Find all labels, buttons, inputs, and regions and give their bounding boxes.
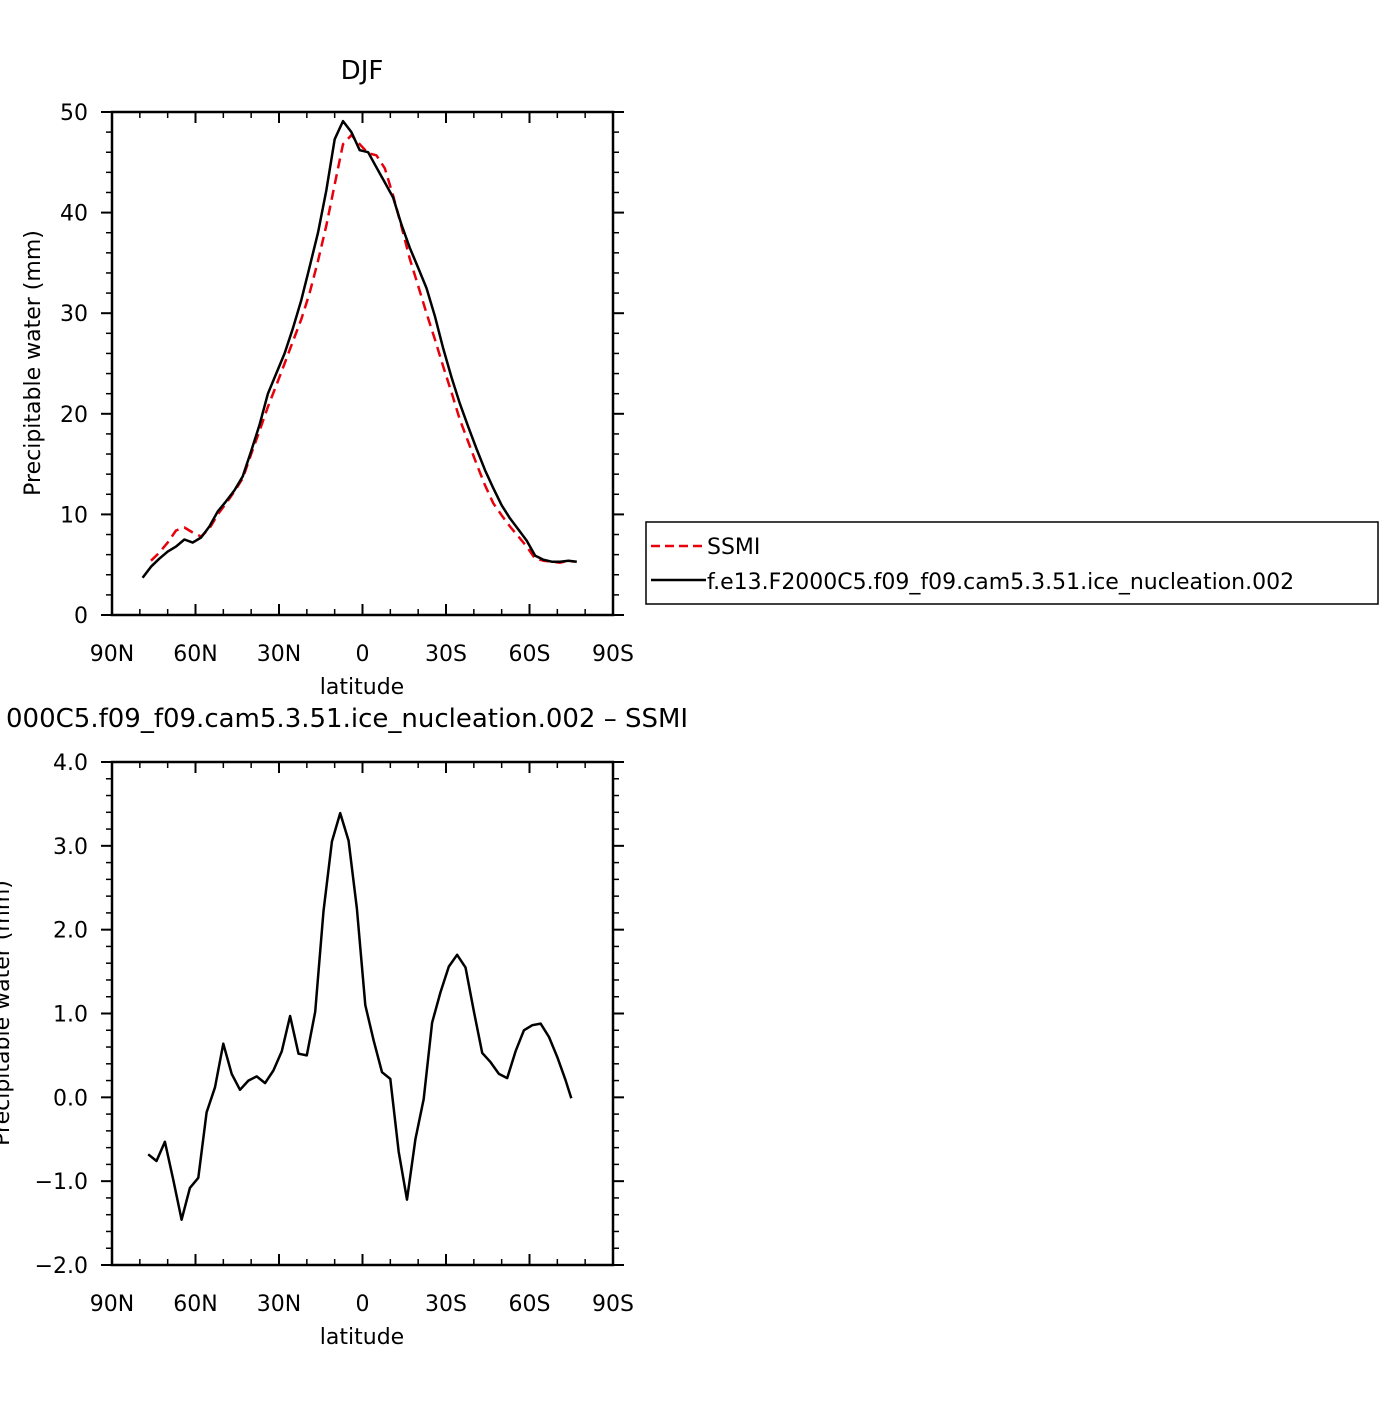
panel-top-xlabel: latitude bbox=[320, 675, 404, 700]
y-tick-label: 0.0 bbox=[53, 1086, 88, 1111]
y-tick-label: 40 bbox=[60, 202, 88, 227]
x-tick-label: 30S bbox=[425, 1292, 467, 1317]
plot-frame bbox=[110, 760, 615, 1267]
y-tick-label: −2.0 bbox=[35, 1254, 88, 1279]
y-tick-label: 10 bbox=[60, 503, 88, 528]
legend-label-model: f.e13.F2000C5.f09_f09.cam5.3.51.ice_nucl… bbox=[707, 570, 1294, 595]
x-tick-label: 30N bbox=[257, 642, 301, 667]
x-tick-label: 90N bbox=[90, 642, 134, 667]
panel-bottom-title: 000C5.f09_f09.cam5.3.51.ice_nucleation.0… bbox=[6, 704, 688, 734]
series-line-0 bbox=[147, 811, 573, 1221]
panel-bottom-ylabel: Precipitable water (mm) bbox=[0, 880, 15, 1146]
y-tick-label: 4.0 bbox=[53, 751, 88, 776]
x-tick-label: 90N bbox=[90, 1292, 134, 1317]
y-tick-label: 3.0 bbox=[53, 835, 88, 860]
x-tick-label: 90S bbox=[592, 1292, 634, 1317]
x-tick-label: 90S bbox=[592, 642, 634, 667]
x-tick-label: 0 bbox=[356, 642, 370, 667]
y-tick-label: 50 bbox=[60, 101, 88, 126]
y-tick-label: 0 bbox=[74, 604, 88, 629]
x-tick-label: 60S bbox=[509, 1292, 551, 1317]
y-tick-label: −1.0 bbox=[35, 1170, 88, 1195]
panel-top-title: DJF bbox=[341, 56, 384, 86]
x-tick-label: 30S bbox=[425, 642, 467, 667]
series-line-0 bbox=[150, 133, 575, 564]
x-tick-label: 60S bbox=[509, 642, 551, 667]
y-tick-label: 1.0 bbox=[53, 1003, 88, 1028]
y-tick-label: 2.0 bbox=[53, 919, 88, 944]
panel-top-ylabel: Precipitable water (mm) bbox=[21, 230, 46, 496]
x-tick-label: 0 bbox=[356, 1292, 370, 1317]
panel-bottom-difference: 90N 60N 30N 0 30S 60S 90S −2.0 −1.0 0.0 1.0 2.0 3.0 4… bbox=[35, 751, 634, 1317]
legend-label-ssmi: SSMI bbox=[707, 535, 760, 560]
panel-top-djf: 90N 60N 30N 0 30S 60S 90S 0 10 20 30 40 50 bbox=[60, 101, 634, 667]
panel-bottom-xlabel: latitude bbox=[320, 1325, 404, 1350]
x-tick-label: 60N bbox=[173, 1292, 217, 1317]
x-tick-label: 60N bbox=[173, 642, 217, 667]
y-tick-label: 20 bbox=[60, 403, 88, 428]
x-tick-label: 30N bbox=[257, 1292, 301, 1317]
series-line-1 bbox=[141, 119, 577, 579]
legend: SSMI f.e13.F2000C5.f09_f09.cam5.3.51.ice… bbox=[645, 521, 1379, 605]
y-tick-label: 30 bbox=[60, 302, 88, 327]
